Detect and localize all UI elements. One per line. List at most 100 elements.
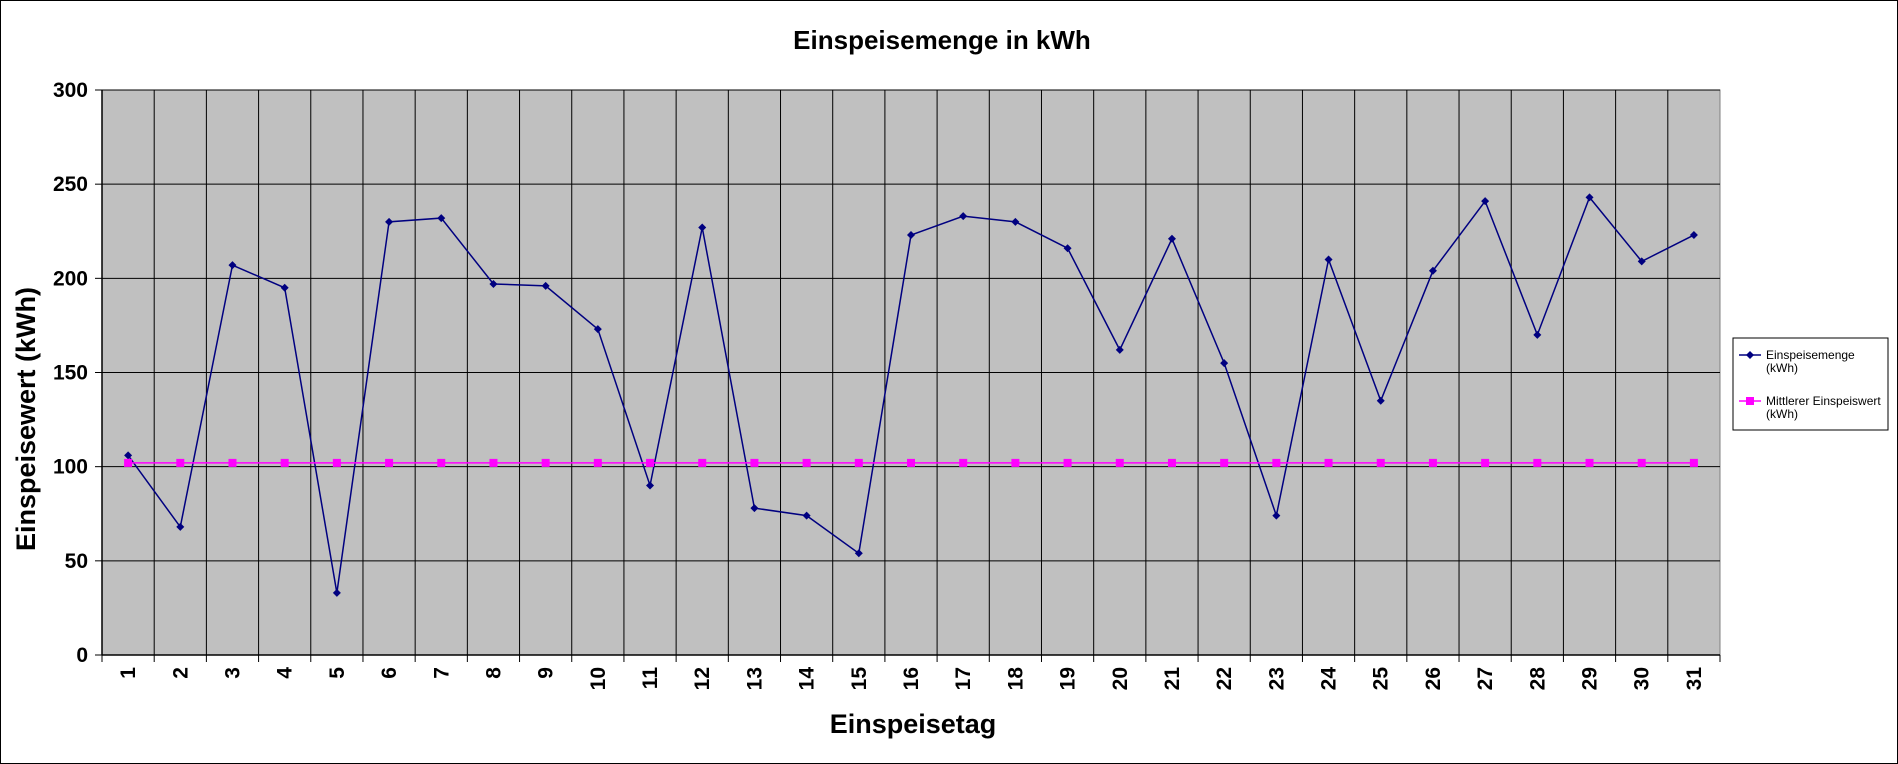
- data-point-diamond: [124, 451, 133, 460]
- y-axis-label: Einspeisewert (kWh): [11, 287, 41, 551]
- x-tick-label: 11: [639, 667, 662, 690]
- data-point-diamond: [1428, 266, 1437, 275]
- x-tick-label: 18: [1004, 667, 1027, 691]
- chart-title: Einspeisemenge in kWh: [793, 25, 1091, 55]
- data-point-diamond: [959, 212, 968, 221]
- data-point-square: [1637, 458, 1646, 467]
- data-point-diamond: [646, 481, 655, 490]
- legend-label: (kWh): [1766, 361, 1798, 375]
- data-point-square: [541, 458, 550, 467]
- data-point-diamond: [907, 231, 915, 240]
- data-point-square: [1272, 458, 1281, 467]
- legend-box: [1732, 337, 1889, 431]
- data-point-diamond: [541, 281, 550, 290]
- x-tick-label: 16: [900, 667, 923, 690]
- y-tick-label: 150: [53, 362, 88, 385]
- x-tick-label: 22: [1213, 667, 1236, 690]
- x-tick-label: 5: [326, 667, 349, 679]
- data-point-square: [1167, 458, 1176, 467]
- data-point-square: [1011, 458, 1020, 467]
- legend-marker-square: [1746, 397, 1754, 405]
- x-tick-label: 12: [691, 667, 714, 690]
- data-point-square: [698, 458, 707, 467]
- x-tick-label: 14: [796, 667, 819, 691]
- data-point-diamond: [593, 325, 602, 334]
- x-tick-label: 3: [221, 667, 244, 679]
- data-point-diamond: [1272, 511, 1281, 520]
- data-point-diamond: [1011, 217, 1020, 226]
- y-tick-label: 300: [53, 79, 88, 102]
- data-point-square: [1481, 458, 1490, 467]
- data-point-diamond: [750, 504, 759, 513]
- data-point-diamond: [854, 549, 863, 558]
- data-point-diamond: [176, 522, 185, 531]
- data-point-square: [489, 458, 498, 467]
- data-point-square: [385, 458, 394, 467]
- legend: Einspeisemenge(kWh)Mittlerer Einspeiswer…: [1732, 337, 1889, 431]
- x-tick-label: 28: [1526, 667, 1549, 691]
- x-tick-label: 2: [169, 667, 192, 679]
- x-tick-label: 10: [587, 667, 610, 690]
- x-tick-label: 9: [535, 667, 558, 679]
- data-point-diamond: [489, 279, 498, 288]
- series-mittlerer-einspeiswert: [124, 458, 1698, 467]
- y-tick-label: 200: [53, 267, 88, 290]
- data-point-diamond: [385, 217, 394, 226]
- data-point-square: [1115, 458, 1124, 467]
- data-point-diamond: [1637, 257, 1646, 266]
- data-point-diamond: [1324, 255, 1333, 264]
- data-point-square: [1428, 458, 1437, 467]
- x-tick-label: 27: [1474, 667, 1497, 690]
- data-point-square: [1585, 458, 1594, 467]
- x-tick-label: 17: [952, 667, 975, 690]
- data-point-square: [437, 458, 446, 467]
- x-tick-label: 7: [430, 667, 453, 679]
- data-point-diamond: [1481, 197, 1490, 206]
- x-tick-label: 19: [1057, 667, 1080, 690]
- x-tick-label: 20: [1109, 667, 1132, 690]
- data-point-square: [593, 458, 602, 467]
- x-tick-label: 29: [1579, 667, 1602, 690]
- data-point-diamond: [1533, 330, 1542, 339]
- data-point-diamond: [332, 588, 341, 597]
- x-tick-label: 21: [1161, 667, 1184, 691]
- x-tick-label: 15: [848, 667, 871, 691]
- data-point-diamond: [1220, 359, 1229, 368]
- data-point-square: [854, 458, 863, 467]
- data-point-diamond: [698, 223, 707, 232]
- legend-marker-diamond: [1746, 351, 1754, 359]
- legend-label: (kWh): [1766, 407, 1798, 421]
- data-point-square: [124, 458, 133, 467]
- x-axis-label: Einspeisetag: [830, 709, 997, 739]
- y-tick-label: 250: [53, 173, 88, 196]
- data-point-diamond: [1689, 231, 1698, 240]
- data-point-square: [280, 458, 289, 467]
- x-tick-label: 24: [1318, 667, 1341, 691]
- x-tick-label: 30: [1631, 667, 1654, 690]
- data-point-square: [332, 458, 341, 467]
- data-point-square: [1324, 458, 1333, 467]
- data-point-diamond: [1585, 193, 1594, 202]
- data-point-square: [1533, 458, 1542, 467]
- x-tick-label: 23: [1265, 667, 1288, 690]
- x-tick-label: 26: [1422, 667, 1445, 690]
- y-tick-label: 100: [53, 456, 88, 479]
- x-tick-label: 1: [117, 667, 140, 679]
- data-point-square: [228, 458, 237, 467]
- data-point-square: [959, 458, 968, 467]
- data-point-square: [1689, 458, 1698, 467]
- data-point-square: [176, 458, 185, 467]
- x-tick-label: 31: [1683, 667, 1706, 691]
- data-point-square: [646, 458, 655, 467]
- data-point-diamond: [437, 214, 446, 223]
- series-einspeisemenge: [124, 193, 1698, 597]
- x-tick-label: 8: [482, 667, 505, 679]
- data-point-square: [802, 458, 811, 467]
- data-point-diamond: [1115, 345, 1124, 354]
- legend-label: Einspeisemenge: [1766, 348, 1855, 362]
- data-point-square: [1063, 458, 1072, 467]
- data-point-diamond: [1063, 244, 1072, 253]
- data-point-diamond: [1376, 396, 1385, 405]
- data-point-square: [1376, 458, 1385, 467]
